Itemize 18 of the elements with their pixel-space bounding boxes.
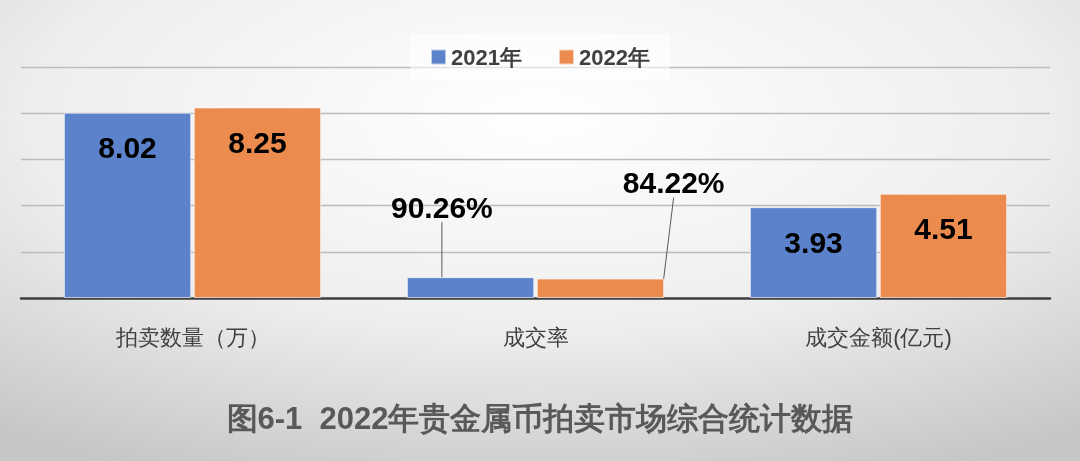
data-label: 8.25 xyxy=(228,125,287,159)
bar xyxy=(63,112,192,298)
data-label: 8.02 xyxy=(98,131,157,165)
data-label: 84.22% xyxy=(622,166,725,200)
bar xyxy=(749,207,878,298)
data-label: 4.51 xyxy=(914,212,973,246)
legend-label: 2021年 xyxy=(451,44,523,70)
bar xyxy=(193,107,322,298)
text: 图6-1 2022年贵金属币拍卖市场综合统计数据 xyxy=(226,401,854,436)
bar xyxy=(406,277,535,298)
x-tick-label: 成交率 xyxy=(502,324,569,350)
x-tick-label: 拍卖数量（万） xyxy=(114,324,270,350)
bar xyxy=(879,193,1008,298)
data-label: 90.26% xyxy=(391,190,493,224)
data-label: 3.93 xyxy=(784,225,843,259)
bar xyxy=(536,278,665,298)
x-tick-label: 成交金额(亿元) xyxy=(805,324,952,350)
legend-label: 2022年 xyxy=(579,44,650,70)
